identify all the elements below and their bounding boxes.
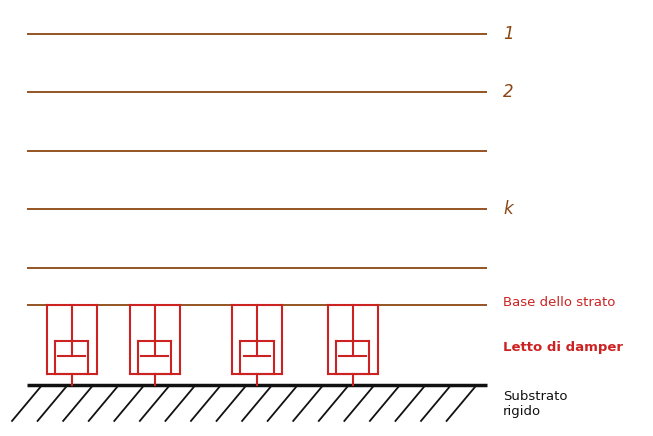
Text: Letto di damper: Letto di damper — [503, 341, 623, 354]
Text: 1: 1 — [503, 25, 514, 43]
Text: Substrato
rigido: Substrato rigido — [503, 390, 567, 418]
Text: Base dello strato: Base dello strato — [503, 296, 615, 309]
Text: k: k — [503, 200, 513, 218]
Text: 2: 2 — [503, 83, 514, 101]
